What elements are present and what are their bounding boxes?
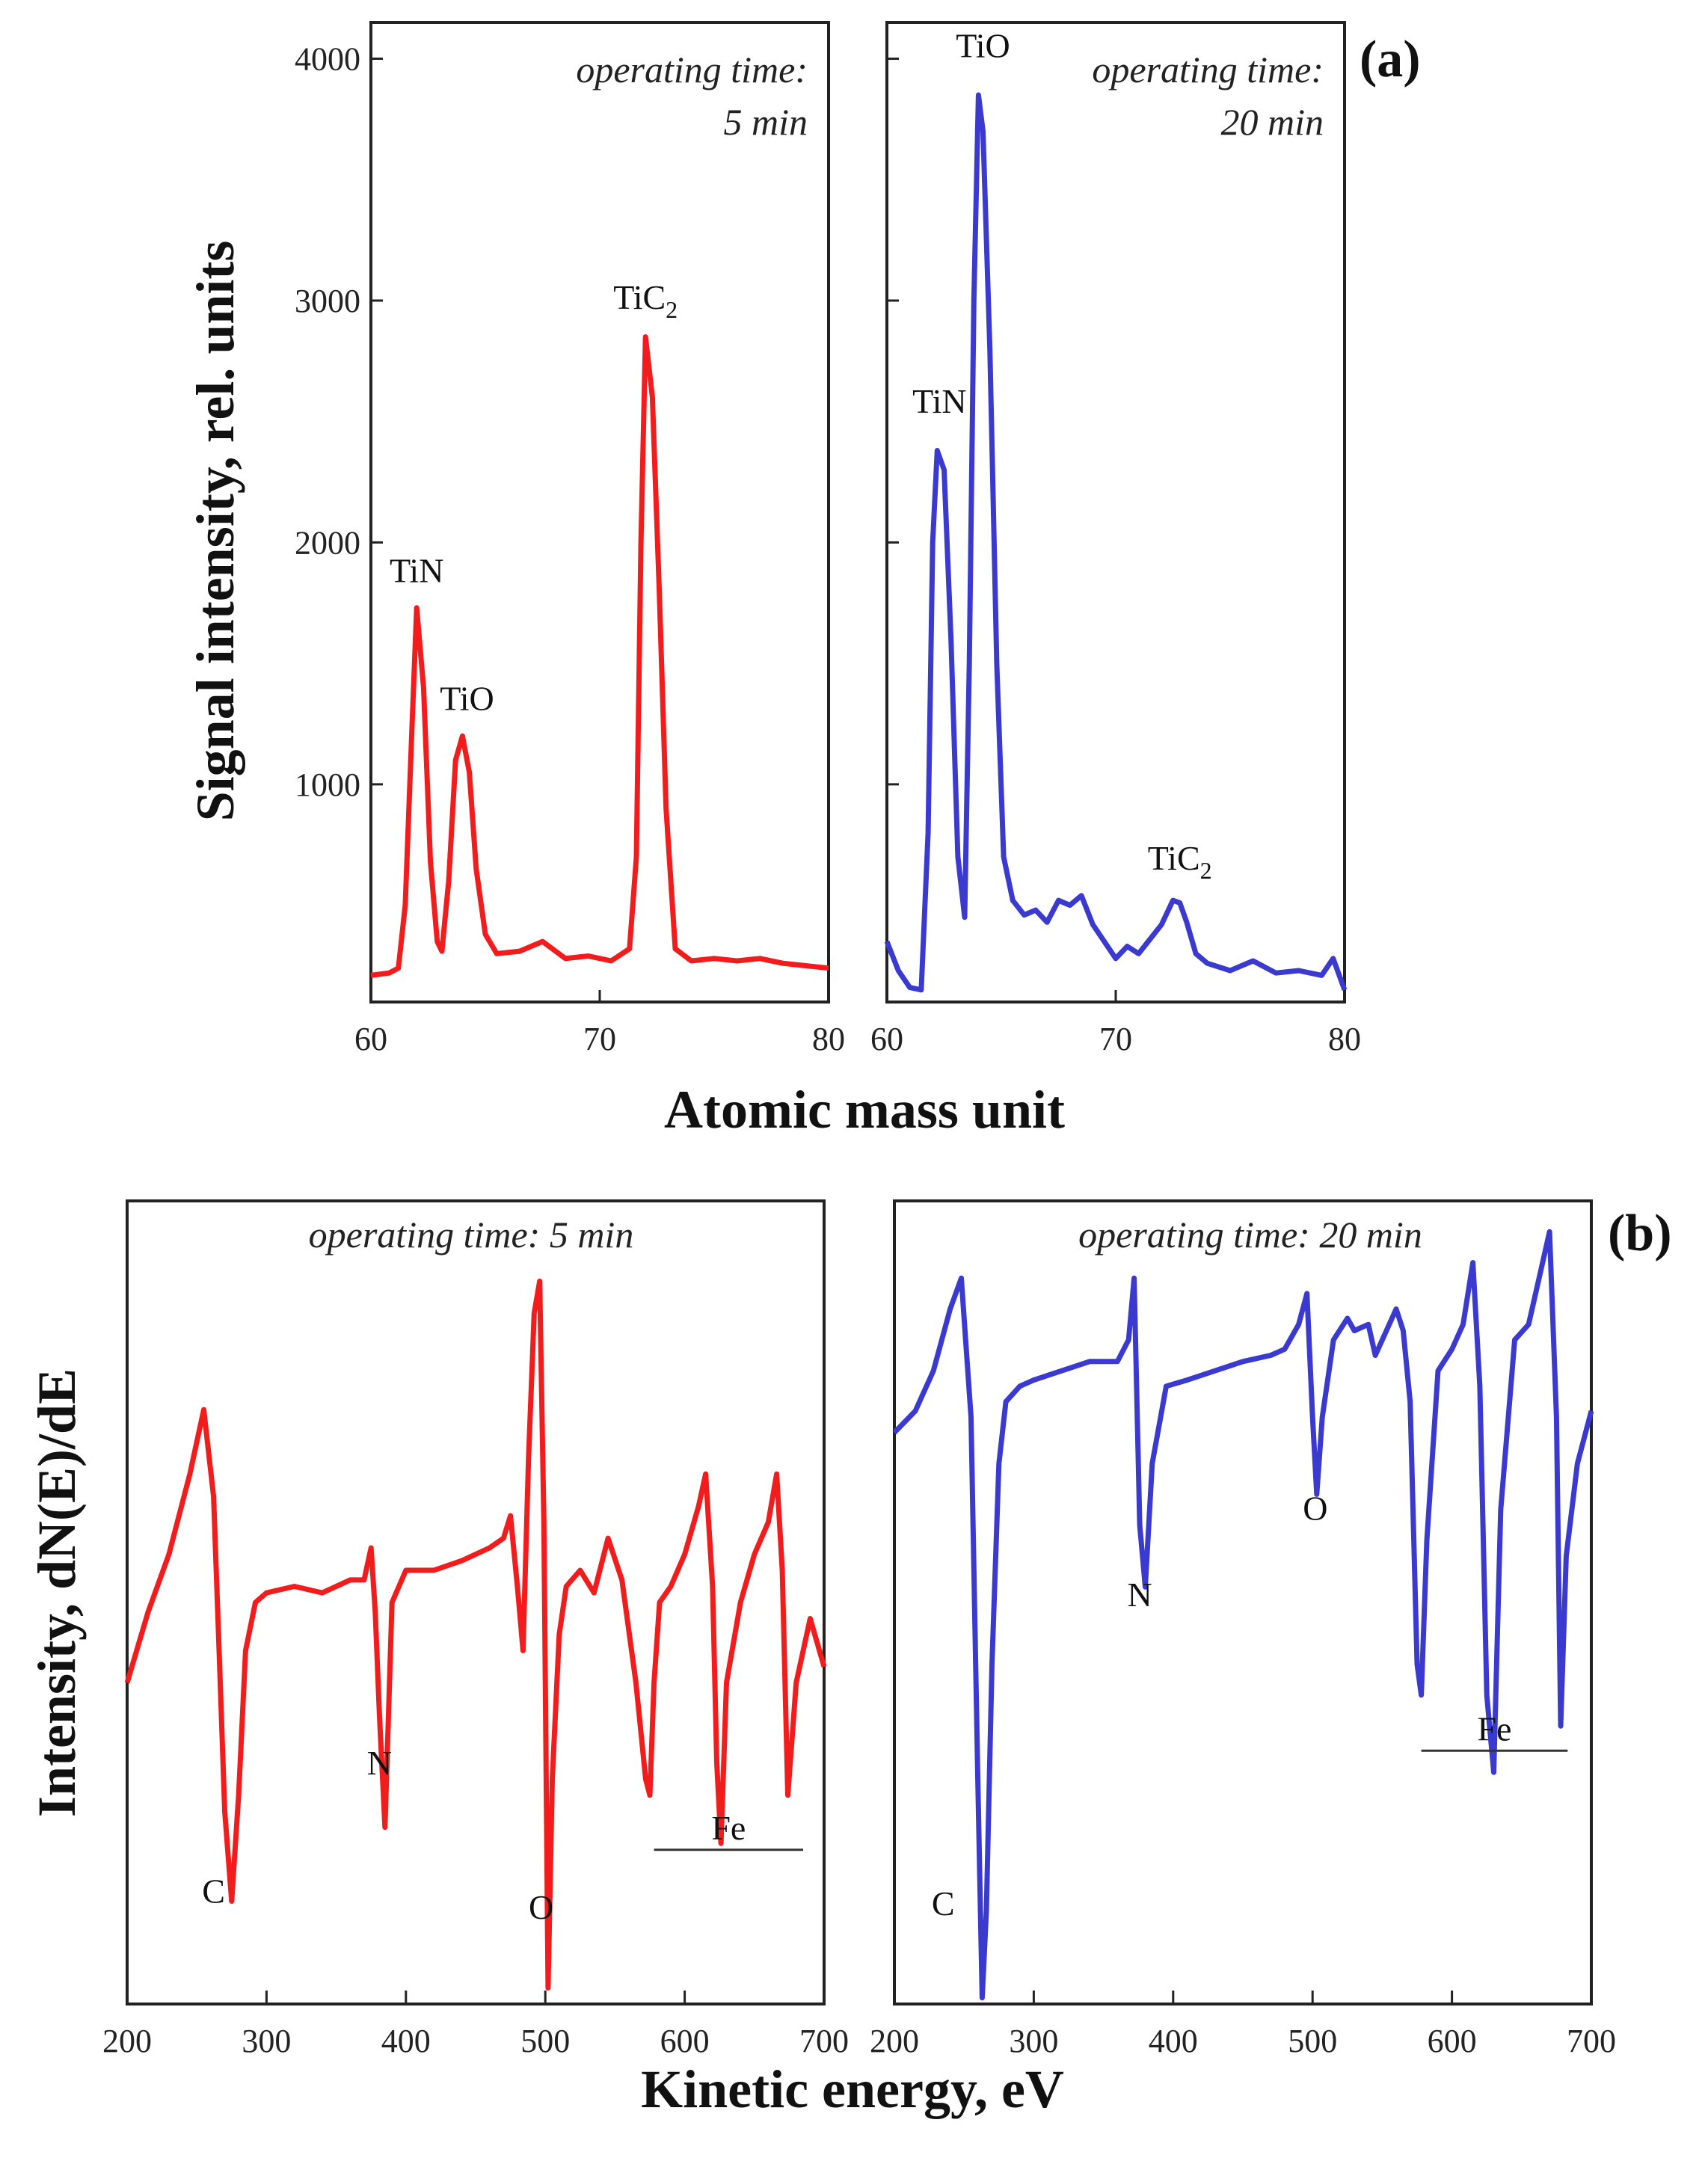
chart-b2-series-line	[892, 1229, 1594, 2001]
chart-a2-peak-label-text: TiN	[912, 382, 966, 420]
chart-a1-annotation-line1: operating time:	[576, 49, 808, 90]
chart-a1-peak-label: TiC2	[613, 278, 678, 323]
chart-b2-peak-label-text: N	[1127, 1576, 1152, 1614]
chart-b1-peak-label-text: C	[202, 1872, 225, 1911]
chart-a1-ticks: 60 70 80 1000 2000 3000 4000	[295, 41, 845, 1057]
chart-a1-ytick-label: 3000	[295, 283, 360, 319]
chart-b2-xtick-label: 700	[1567, 2023, 1616, 2059]
chart-b1-peak-label-text: N	[367, 1744, 392, 1782]
chart-b2-xtick-label: 600	[1428, 2023, 1477, 2059]
chart-b2-xtick-label: 400	[1149, 2023, 1198, 2059]
chart-a2-peak-label: TiN	[912, 382, 966, 420]
chart-a2-annotation-line2: 20 min	[1221, 101, 1324, 143]
chart-b2-peak-labels: C N O Fe	[932, 1489, 1568, 1922]
chart-a1-series-line	[370, 334, 829, 978]
chart-b2-xtick-label: 300	[1009, 2023, 1058, 2059]
chart-b2-peak-label: C	[932, 1884, 955, 1922]
chart-a1-ytick-label: 4000	[295, 41, 360, 78]
figure-label-b: (b)	[1608, 1205, 1672, 1262]
chart-a1-xtick-label: 70	[583, 1021, 616, 1057]
chart-b2-ticks: 200 300 400 500 600 700	[870, 1991, 1616, 2059]
chart-b2-peak-label: O	[1303, 1489, 1327, 1527]
chart-a1-peak-label-subscript: 2	[666, 296, 678, 323]
chart-a2-series-line	[884, 92, 1348, 993]
chart-a1-ytick-label: 2000	[295, 524, 360, 561]
chart-b2-peak-label-text: C	[932, 1884, 955, 1922]
chart-a1-xtick-label: 80	[812, 1021, 845, 1057]
chart-a1-ytick-label: 1000	[295, 766, 360, 803]
chart-b1-5min-auger-spectrum: 200 300 400 500 600 700 operating time: 5 min…	[102, 1199, 849, 2059]
chart-b2-frame	[893, 1199, 1593, 2006]
chart-a2-peak-label: TiO	[956, 26, 1010, 64]
chart-a2-xtick-label: 80	[1328, 1021, 1361, 1057]
chart-a1-peak-label-text: TiN	[390, 551, 443, 589]
chart-b1-series-line	[124, 1278, 827, 1991]
chart-b2-20min-auger-spectrum: 200 300 400 500 600 700 operating time: 20 mi…	[870, 1199, 1616, 2059]
chart-a2-xtick-label: 60	[870, 1021, 903, 1057]
b-x-axis-title: Kinetic energy, eV	[641, 2059, 1064, 2119]
a-x-axis-title: Atomic mass unit	[664, 1080, 1065, 1140]
chart-b1-peak-labels: C N O Fe	[202, 1744, 804, 1926]
chart-a2-peak-label: TiC2	[1148, 839, 1212, 884]
chart-a2-annotation-line1: operating time:	[1092, 49, 1324, 90]
chart-b2-xtick-label: 200	[870, 2023, 919, 2059]
chart-b1-ticks: 200 300 400 500 600 700	[102, 1991, 849, 2059]
figure-label-a: (a)	[1360, 31, 1421, 88]
chart-a1-peak-labels: TiN TiO TiC2	[390, 278, 678, 718]
chart-a2-peak-label-subscript: 2	[1200, 857, 1212, 884]
chart-b2-peak-label: N	[1127, 1576, 1152, 1614]
chart-a1-peak-label-text: TiO	[440, 680, 494, 718]
chart-b2-annotation: operating time: 20 min	[1078, 1214, 1422, 1255]
chart-a2-peak-label-text: TiO	[956, 26, 1010, 64]
chart-b1-xtick-label: 300	[242, 2023, 291, 2059]
chart-a2-peak-label-text: TiC	[1148, 839, 1200, 877]
chart-b1-xtick-label: 600	[660, 2023, 710, 2059]
chart-b1-xtick-label: 400	[381, 2023, 431, 2059]
chart-a1-annotation-line2: 5 min	[724, 101, 808, 143]
chart-a1-peak-label-text: TiC	[613, 278, 666, 316]
chart-b1-xtick-label: 200	[102, 2023, 152, 2059]
chart-b2-fe-label: Fe	[1477, 1709, 1511, 1748]
chart-b1-peak-label-text: O	[529, 1888, 553, 1926]
chart-b1-peak-label: C	[202, 1872, 225, 1911]
chart-a1-xtick-label: 60	[354, 1021, 387, 1057]
chart-b1-peak-label: O	[529, 1888, 553, 1926]
chart-b1-fe-label: Fe	[711, 1809, 746, 1847]
chart-a1-peak-label: TiN	[390, 551, 443, 589]
chart-b1-xtick-label: 700	[799, 2023, 849, 2059]
chart-b1-annotation: operating time: 5 min	[309, 1214, 634, 1255]
chart-a1-5min-mass-spectrum: 60 70 80 1000 2000 3000 4000 operating time: 5…	[295, 21, 845, 1057]
b-y-axis-title: Intensity, dN(E)/dE	[27, 1368, 87, 1817]
chart-a2-xtick-label: 70	[1099, 1021, 1132, 1057]
chart-b2-xtick-label: 500	[1288, 2023, 1337, 2059]
chart-a2-20min-mass-spectrum: 60 70 80 operating time: 20 min TiN TiO TiC2	[870, 21, 1361, 1057]
chart-b1-xtick-label: 500	[520, 2023, 570, 2059]
chart-b2-peak-label-text: O	[1303, 1489, 1327, 1527]
chart-b1-peak-label: N	[367, 1744, 392, 1782]
chart-a2-ticks: 60 70 80	[870, 58, 1361, 1057]
chart-a1-frame	[369, 21, 830, 1003]
a-y-axis-title: Signal intensity, rel. units	[185, 241, 245, 822]
chart-a2-peak-labels: TiN TiO TiC2	[912, 26, 1212, 884]
chart-b1-frame	[126, 1199, 826, 2006]
chart-a1-peak-label: TiO	[440, 680, 494, 718]
